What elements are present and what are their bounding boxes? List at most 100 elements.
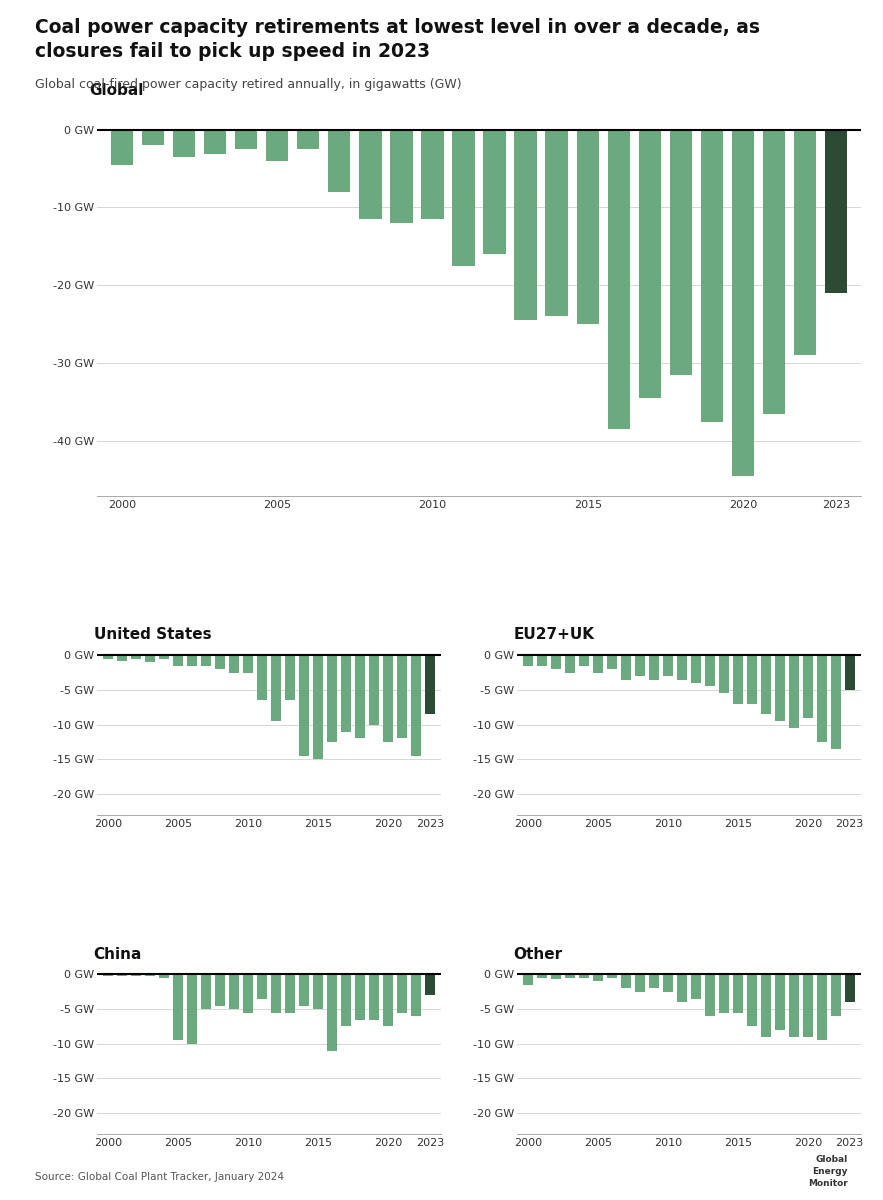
Bar: [691, 974, 701, 998]
Bar: [719, 655, 728, 694]
Bar: [110, 130, 133, 164]
Text: Source: Global Coal Plant Tracker, January 2024: Source: Global Coal Plant Tracker, Janua…: [35, 1172, 284, 1182]
Bar: [390, 130, 412, 223]
Bar: [369, 974, 379, 1020]
Bar: [421, 130, 443, 220]
Bar: [132, 655, 141, 659]
Bar: [621, 974, 631, 989]
Bar: [551, 655, 561, 670]
Bar: [789, 655, 799, 728]
Bar: [701, 130, 723, 421]
Bar: [607, 655, 617, 670]
Bar: [173, 655, 184, 666]
Text: Global
Energy
Monitor: Global Energy Monitor: [808, 1156, 848, 1188]
Bar: [369, 655, 379, 725]
Bar: [649, 655, 659, 679]
Bar: [201, 974, 211, 1009]
Bar: [313, 974, 323, 1009]
Bar: [719, 974, 728, 1013]
Bar: [483, 130, 506, 254]
Bar: [285, 655, 295, 701]
Bar: [845, 974, 855, 1002]
Bar: [789, 974, 799, 1037]
Bar: [341, 655, 351, 732]
Bar: [817, 974, 826, 1040]
Bar: [817, 655, 826, 742]
Bar: [663, 974, 673, 991]
Bar: [523, 974, 533, 985]
Bar: [579, 974, 589, 978]
Bar: [649, 974, 659, 989]
Bar: [593, 974, 603, 982]
Bar: [117, 655, 127, 661]
Bar: [733, 655, 743, 703]
Bar: [159, 974, 170, 978]
Bar: [397, 655, 407, 738]
Bar: [621, 655, 631, 679]
Bar: [215, 655, 225, 670]
Bar: [243, 655, 253, 672]
Bar: [425, 974, 435, 995]
Bar: [132, 974, 141, 977]
Text: EU27+UK: EU27+UK: [513, 628, 594, 642]
Bar: [271, 974, 281, 1013]
Bar: [831, 974, 841, 1016]
Bar: [761, 655, 771, 714]
Bar: [705, 974, 715, 1016]
Bar: [327, 655, 337, 742]
Bar: [579, 655, 589, 666]
Text: United States: United States: [94, 628, 211, 642]
Bar: [608, 130, 630, 430]
Bar: [515, 130, 537, 320]
Bar: [635, 974, 645, 991]
Bar: [638, 130, 661, 398]
Bar: [173, 130, 195, 157]
Bar: [117, 974, 127, 976]
Bar: [593, 655, 603, 672]
Bar: [732, 130, 754, 476]
Bar: [845, 655, 855, 690]
Bar: [230, 974, 239, 1009]
Bar: [607, 974, 617, 978]
Bar: [803, 655, 813, 718]
Text: Other: Other: [513, 947, 562, 961]
Bar: [705, 655, 715, 686]
Bar: [425, 655, 435, 714]
Bar: [537, 655, 547, 666]
Bar: [201, 655, 211, 666]
Bar: [663, 655, 673, 676]
Text: Global: Global: [89, 84, 144, 98]
Bar: [774, 655, 785, 721]
Bar: [328, 130, 351, 192]
Bar: [187, 655, 197, 666]
Bar: [397, 974, 407, 1013]
Bar: [145, 655, 155, 662]
Bar: [341, 974, 351, 1026]
Bar: [187, 974, 197, 1044]
Bar: [537, 974, 547, 978]
Bar: [299, 655, 309, 756]
Bar: [159, 655, 170, 659]
Bar: [243, 974, 253, 1013]
Bar: [761, 974, 771, 1037]
Bar: [635, 655, 645, 676]
Bar: [230, 655, 239, 672]
Bar: [383, 655, 393, 742]
Bar: [565, 974, 575, 978]
Bar: [297, 130, 320, 149]
Bar: [691, 655, 701, 683]
Bar: [103, 974, 113, 976]
Bar: [313, 655, 323, 760]
Bar: [215, 974, 225, 1006]
Bar: [677, 655, 687, 679]
Bar: [523, 655, 533, 666]
Bar: [831, 655, 841, 749]
Text: Coal power capacity retirements at lowest level in over a decade, as: Coal power capacity retirements at lowes…: [35, 18, 760, 37]
Bar: [774, 974, 785, 1030]
Bar: [257, 655, 268, 701]
Bar: [411, 655, 421, 756]
Bar: [271, 655, 281, 721]
Bar: [825, 130, 848, 293]
Bar: [359, 130, 381, 220]
Bar: [383, 974, 393, 1026]
